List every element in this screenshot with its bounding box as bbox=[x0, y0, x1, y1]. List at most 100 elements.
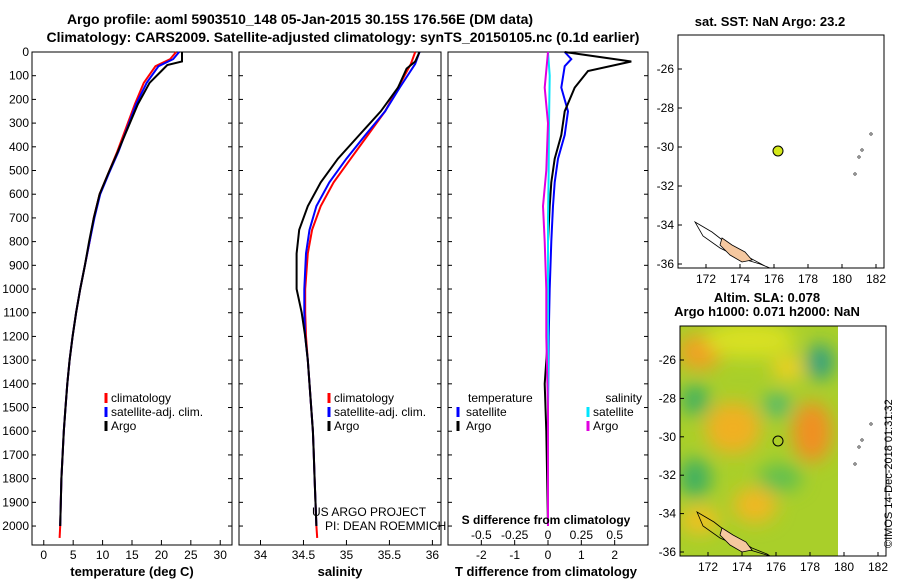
y-tick-label: 1400 bbox=[2, 377, 29, 391]
lon-tick-label: 178 bbox=[798, 272, 818, 286]
y-tick-label: 1900 bbox=[2, 495, 29, 509]
y-tick-label: 600 bbox=[9, 187, 29, 201]
y-tick-label: 800 bbox=[9, 235, 29, 249]
x-tick-label: 15 bbox=[125, 548, 139, 562]
lon-tick-label: 182 bbox=[866, 272, 886, 286]
x-tick-label: 0 bbox=[40, 548, 47, 562]
salinity-annotation-1: US ARGO PROJECT bbox=[312, 505, 427, 519]
lat-tick-label: -36 bbox=[657, 257, 675, 271]
series-line-argo bbox=[59, 52, 183, 527]
y-tick-label: 1300 bbox=[2, 353, 29, 367]
lon-tick-label: 172 bbox=[696, 272, 716, 286]
salinity-panel: 34 34.5 35 35.5 36 climatologysatellite-adj. … bbox=[238, 51, 446, 579]
sst-map-title: sat. SST: NaN Argo: 23.2 bbox=[695, 14, 846, 29]
y-tick-label: 0 bbox=[22, 45, 29, 59]
x-tick-label: 35 bbox=[340, 548, 354, 562]
top-x-tick-label: 0.5 bbox=[606, 528, 623, 542]
lat-tick-label: -28 bbox=[659, 391, 677, 405]
legend-label: Argo bbox=[466, 419, 492, 433]
kermadec-island-5 bbox=[869, 422, 873, 426]
sla-map-title-2: Argo h1000: 0.071 h2000: NaN bbox=[674, 304, 860, 319]
x-tick-label: 2 bbox=[611, 548, 618, 562]
y-tick-label: 700 bbox=[9, 211, 29, 225]
series-line-t-argo bbox=[543, 51, 632, 527]
x-tick-label: 1 bbox=[578, 548, 585, 562]
x-tick-label: 10 bbox=[96, 548, 110, 562]
x-tick-label: 34 bbox=[254, 548, 268, 562]
kermadec-island-8 bbox=[853, 462, 857, 466]
legend-label: satellite bbox=[593, 405, 634, 419]
y-tick-label: 1700 bbox=[2, 448, 29, 462]
lon-tick-label: 174 bbox=[732, 560, 752, 574]
sst-map: sat. SST: NaN Argo: 23.2 172 174 176 178 180… bbox=[657, 14, 887, 286]
kermadec-island-4 bbox=[853, 172, 857, 176]
legend-label: climatology bbox=[111, 391, 171, 405]
y-tick-label: 1100 bbox=[3, 306, 29, 320]
kermadec-island-2 bbox=[860, 148, 864, 152]
imos-credit: ©IMOS 14-Dec-2018 01:31:32 bbox=[883, 399, 895, 548]
chart-title: Argo profile: aoml 5903510_148 05-Jan-20… bbox=[67, 11, 533, 27]
y-tick-label: 100 bbox=[9, 69, 29, 83]
lon-tick-label: 174 bbox=[730, 272, 750, 286]
salinity-annotation-2: PI: DEAN ROEMMICH bbox=[325, 519, 446, 533]
sla-map-title-1: Altim. SLA: 0.078 bbox=[714, 290, 820, 305]
series-line-satellite-adj-clim- bbox=[303, 51, 421, 527]
top-x-tick-label: 0 bbox=[545, 528, 552, 542]
x-tick-label: -1 bbox=[509, 548, 520, 562]
top-x-tick-label: -0.25 bbox=[501, 528, 529, 542]
lon-tick-label: 176 bbox=[766, 560, 786, 574]
temperature-panel: 0 5 10 15 20 25 300100200300400500600700800900… bbox=[2, 45, 233, 579]
lat-tick-label: -30 bbox=[659, 430, 677, 444]
top-x-tick-label: -0.5 bbox=[471, 528, 492, 542]
x-tick-label: 20 bbox=[155, 548, 169, 562]
legend-label: satellite-adj. clim. bbox=[334, 405, 426, 419]
series-line-t-satellite bbox=[547, 51, 573, 526]
lon-tick-label: 178 bbox=[800, 560, 820, 574]
x-tick-label: 0 bbox=[545, 548, 552, 562]
kermadec-island-3 bbox=[857, 155, 861, 159]
series-line-s-argo bbox=[541, 51, 550, 526]
y-tick-label: 1200 bbox=[2, 329, 29, 343]
y-tick-label: 1600 bbox=[2, 424, 29, 438]
lon-tick-label: 176 bbox=[764, 272, 784, 286]
legend-label: climatology bbox=[334, 391, 394, 405]
y-tick-label: 2000 bbox=[2, 519, 29, 533]
lon-tick-label: 172 bbox=[698, 560, 718, 574]
y-tick-label: 900 bbox=[9, 258, 29, 272]
lat-tick-label: -32 bbox=[659, 468, 677, 482]
top-x-tick-label: 0.25 bbox=[570, 528, 594, 542]
legend-title-temperature: temperature bbox=[468, 391, 533, 405]
lat-tick-label: -34 bbox=[657, 218, 675, 232]
x-tick-label: 30 bbox=[214, 548, 228, 562]
legend-title-salinity: salinity bbox=[605, 391, 642, 405]
lat-tick-label: -28 bbox=[657, 101, 675, 115]
x-tick-label: 36 bbox=[426, 548, 440, 562]
kermadec-island-7 bbox=[857, 445, 861, 449]
y-tick-label: 1000 bbox=[2, 282, 29, 296]
chart-subtitle: Climatology: CARS2009. Satellite-adjuste… bbox=[47, 29, 640, 45]
legend-label: Argo bbox=[334, 419, 360, 433]
lat-tick-label: -36 bbox=[659, 545, 677, 559]
sla-field bbox=[680, 326, 838, 556]
legend-label: Argo bbox=[593, 419, 619, 433]
lat-tick-label: -34 bbox=[659, 507, 677, 521]
kermadec-island-1 bbox=[869, 132, 873, 136]
kermadec-island-6 bbox=[860, 438, 864, 442]
series-line-climatology bbox=[304, 51, 417, 538]
y-tick-label: 1800 bbox=[2, 472, 29, 486]
lon-tick-label: 180 bbox=[834, 560, 854, 574]
difference-x-label: T difference from climatology bbox=[455, 564, 638, 579]
legend-label: satellite bbox=[466, 405, 507, 419]
x-tick-label: 5 bbox=[70, 548, 77, 562]
y-tick-label: 300 bbox=[9, 116, 29, 130]
sla-map: Altim. SLA: 0.078 Argo h1000: 0.071 h200… bbox=[659, 290, 889, 574]
difference-top-x-label: S difference from climatology bbox=[462, 513, 631, 527]
legend-label: satellite-adj. clim. bbox=[111, 405, 203, 419]
x-tick-label: 25 bbox=[184, 548, 198, 562]
series-line-climatology bbox=[58, 51, 177, 538]
x-tick-label: 35.5 bbox=[378, 548, 402, 562]
lat-tick-label: -30 bbox=[657, 140, 675, 154]
lon-tick-label: 182 bbox=[868, 560, 888, 574]
